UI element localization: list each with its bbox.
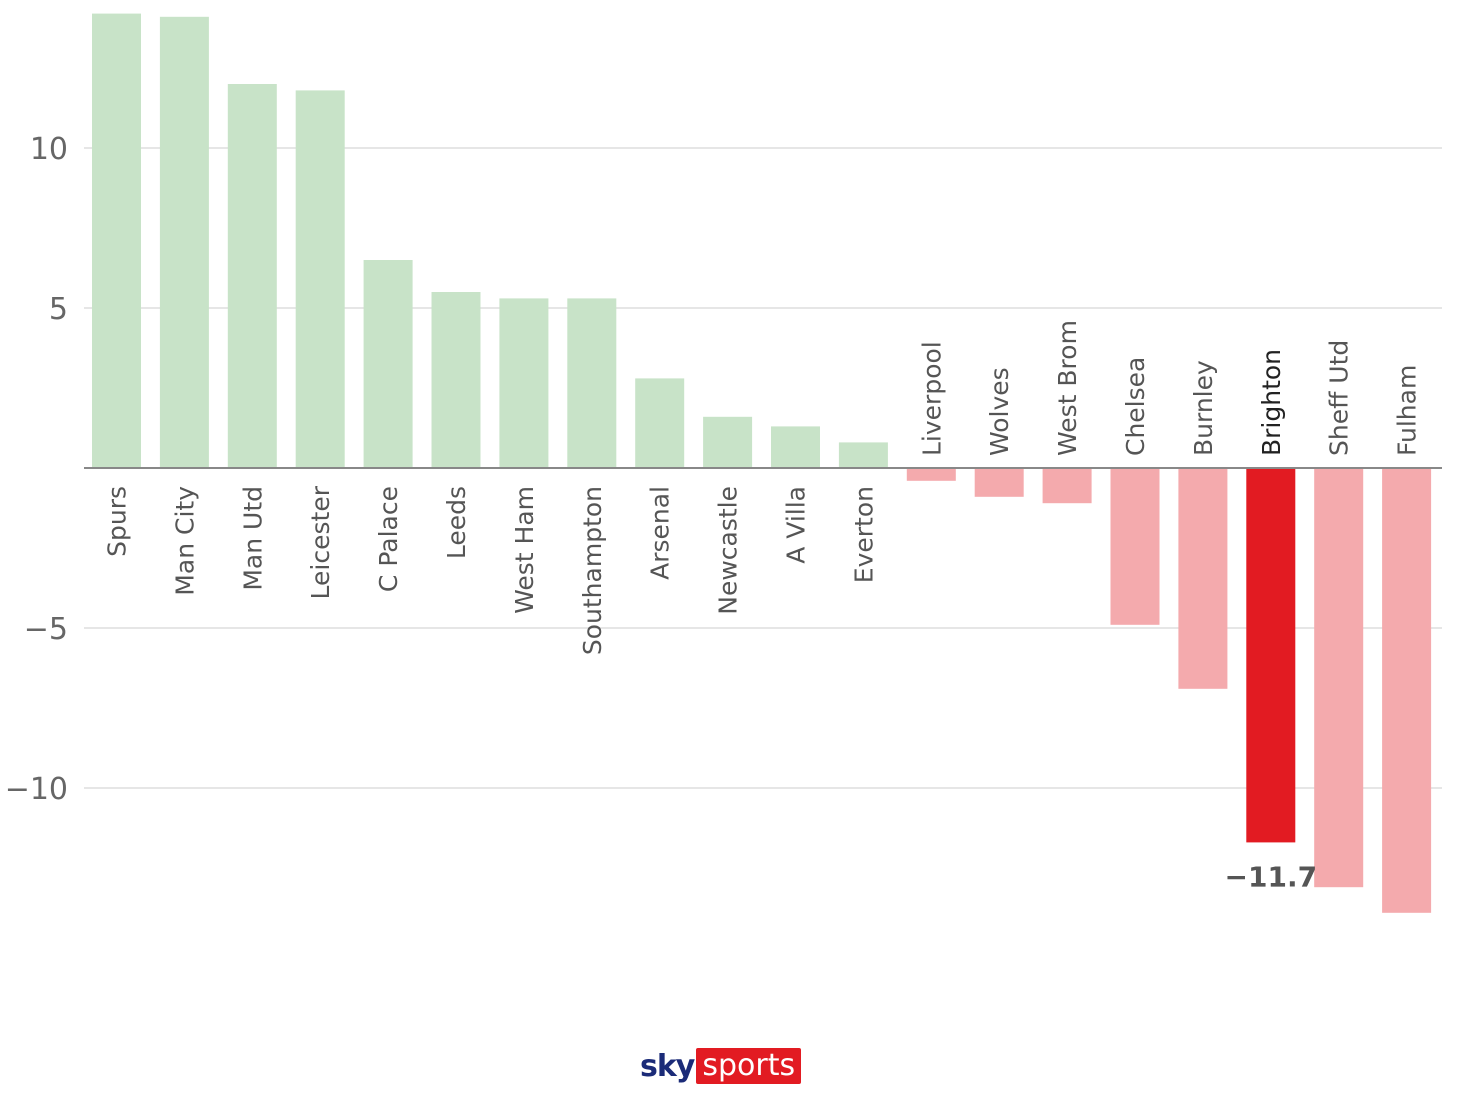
- y-tick-label: 5: [49, 292, 68, 327]
- category-label: C Palace: [374, 486, 403, 592]
- bar-burnley: [1178, 468, 1228, 689]
- category-label: Everton: [849, 486, 878, 583]
- category-label: Fulham: [1393, 365, 1422, 456]
- logo-sports-text: sports: [696, 1048, 802, 1084]
- bar-chelsea: [1110, 468, 1160, 625]
- bar-arsenal: [635, 378, 685, 468]
- bar-man-city: [159, 16, 209, 469]
- category-label: Spurs: [103, 486, 132, 557]
- bar-west-brom: [1042, 468, 1092, 504]
- bar-a-villa: [771, 426, 820, 468]
- bar-wolves: [974, 468, 1024, 497]
- category-label: Southampton: [578, 486, 607, 655]
- category-label: Wolves: [985, 367, 1014, 456]
- bar-newcastle: [703, 416, 753, 468]
- category-label: Liverpool: [917, 341, 946, 456]
- highlight-data-label: −11.7: [1225, 860, 1318, 893]
- category-label: West Ham: [510, 486, 539, 614]
- category-label: A Villa: [782, 486, 811, 564]
- category-label: Leicester: [306, 485, 335, 599]
- category-label: Leeds: [442, 486, 471, 559]
- bar-sheff-utd: [1314, 468, 1364, 888]
- bar-everton: [838, 442, 888, 468]
- sky-sports-logo: sky sports: [640, 1046, 802, 1086]
- bar-leeds: [431, 292, 481, 468]
- logo-sky-text: sky: [640, 1048, 695, 1084]
- bar-fulham: [1382, 468, 1432, 913]
- category-label: Man Utd: [238, 486, 267, 591]
- bars-layer: [92, 13, 1432, 913]
- labels-layer: 10 5 −5 −10 Spurs Man City Man Utd Leicester C P…: [5, 132, 1442, 893]
- bar-southampton: [567, 298, 617, 468]
- category-label: Burnley: [1189, 360, 1218, 456]
- category-label: Man City: [170, 486, 199, 596]
- category-label: Brighton: [1257, 349, 1286, 456]
- category-label: Newcastle: [714, 486, 743, 615]
- category-label: Arsenal: [646, 486, 675, 580]
- bar-liverpool: [906, 468, 956, 481]
- bar-man-utd: [227, 84, 277, 468]
- bar-spurs: [92, 13, 141, 468]
- bar-west-ham: [499, 298, 549, 468]
- category-label: West Brom: [1053, 320, 1082, 456]
- y-tick-label: 10: [30, 132, 68, 167]
- y-tick-label: −10: [5, 772, 68, 807]
- category-label: Chelsea: [1121, 357, 1150, 456]
- bar-leicester: [295, 90, 345, 469]
- y-tick-label: −5: [24, 612, 68, 647]
- category-label: Sheff Utd: [1325, 340, 1354, 456]
- bar-c-palace: [363, 260, 413, 468]
- bar-brighton: [1246, 468, 1296, 843]
